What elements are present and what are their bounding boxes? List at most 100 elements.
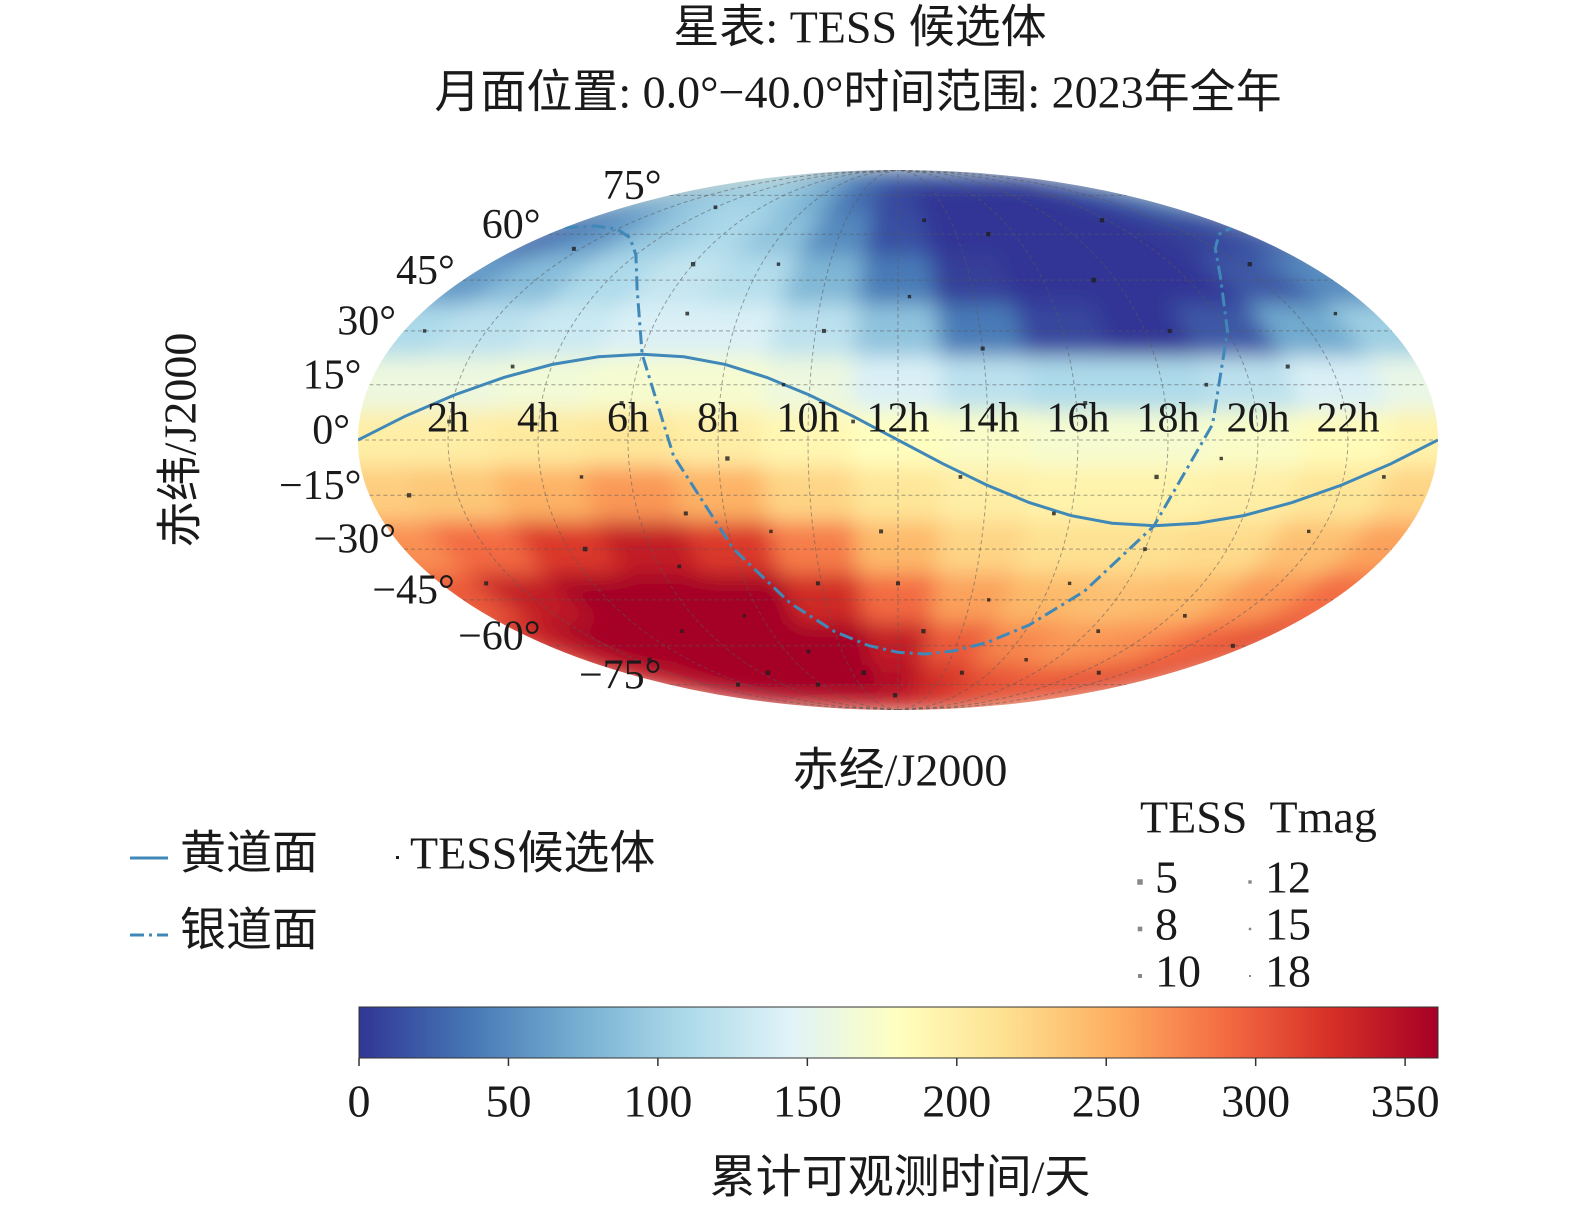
candidate-point [582, 546, 588, 552]
colorbar-tick-label: 250 [1072, 1076, 1141, 1127]
candidate-point [861, 670, 867, 676]
candidate-point [619, 401, 624, 406]
grid-line [537, 170, 899, 710]
size-legend-title: TESS Tmag [1140, 792, 1377, 843]
candidate-point [1167, 328, 1172, 333]
candidate-point [713, 205, 718, 210]
candidate-point [683, 511, 688, 516]
candidate-point [781, 383, 786, 387]
reference-line [564, 224, 1233, 656]
candidate-point [1230, 643, 1235, 648]
size-legend-marker [1137, 926, 1143, 932]
heat-cell [583, 466, 685, 524]
grid-line [897, 170, 1169, 710]
candidate-point [484, 581, 489, 586]
x-tick-label: 16h [1047, 396, 1110, 442]
candidate-point [579, 475, 584, 479]
colorbar-tick-label: 50 [485, 1076, 531, 1127]
candidate-point [892, 693, 898, 698]
x-tick-label: 14h [957, 396, 1020, 442]
reference-line [358, 352, 1438, 528]
chart-title: 星表: TESS 候选体 [673, 2, 1046, 53]
x-tick-label: 20h [1227, 396, 1290, 442]
candidate-point [1052, 511, 1056, 516]
heat-cell [863, 212, 933, 258]
candidates [406, 205, 1386, 698]
candidate-point [1067, 581, 1072, 586]
legend-label: 黄道面 [180, 828, 318, 879]
size-legend-label: 10 [1155, 946, 1201, 997]
candidate-point [986, 232, 991, 237]
candidate-point [1307, 529, 1311, 534]
candidate-point [851, 419, 855, 424]
candidate-point [1285, 364, 1290, 369]
candidate-point [1024, 658, 1028, 662]
candidate-point [821, 328, 826, 333]
candidate-point [725, 456, 730, 461]
size-legend-label: 5 [1155, 852, 1178, 903]
size-legend-marker [1137, 879, 1143, 885]
y-tick-label: 30° [337, 299, 396, 345]
size-legend-label: 12 [1265, 852, 1311, 903]
candidate-point [765, 670, 771, 675]
candidate-point [1143, 547, 1147, 551]
x-tick-label: 4h [517, 396, 559, 442]
y-axis-label: 赤纬/J2000 [155, 333, 206, 548]
legend-swatch [396, 856, 399, 859]
candidate-point [422, 329, 427, 333]
x-tick-label: 12h [867, 396, 930, 442]
colorbar-bar [358, 1006, 1439, 1059]
candidate-point [922, 218, 927, 223]
x-tick-label: 10h [777, 396, 840, 442]
candidate-point [815, 581, 820, 586]
size-legend-label: 8 [1155, 899, 1178, 950]
grid-line [807, 170, 899, 710]
colorbar: 0 50 100 150 200 250 300 350 [348, 1006, 1440, 1127]
candidate-point [921, 629, 926, 634]
graticule [358, 170, 1438, 710]
candidate-point [742, 614, 746, 618]
reference-lines [358, 224, 1438, 656]
candidate-point [510, 364, 515, 369]
x-axis-label: 赤经/J2000 [793, 745, 1008, 796]
candidate-point [447, 419, 451, 424]
colorbar-label: 累计可观测时间/天 [710, 1152, 1091, 1203]
colorbar-tick-label: 350 [1371, 1076, 1440, 1127]
grid-line [627, 170, 899, 710]
candidate-point [769, 529, 773, 534]
candidate-point [776, 262, 781, 266]
colorbar-tick-label: 0 [348, 1076, 371, 1127]
candidate-point [1083, 401, 1088, 406]
size-legend-label: 15 [1265, 899, 1311, 950]
chart-subtitle: 月面位置: 0.0°−40.0°时间范围: 2023年全年 [434, 67, 1281, 118]
candidate-point [879, 529, 884, 534]
candidate-point [959, 670, 964, 675]
y-tick-label: −60° [458, 613, 540, 659]
candidate-point [1183, 613, 1187, 618]
y-tick-label: 15° [303, 352, 362, 398]
candidate-point [406, 493, 412, 498]
colorbar-tick-label: 200 [922, 1076, 991, 1127]
size-legend-marker [1248, 880, 1252, 884]
x-tick-label: 6h [607, 396, 649, 442]
candidate-point [736, 682, 741, 687]
size-legend-marker [1138, 974, 1142, 978]
candidate-point [1382, 475, 1386, 479]
y-tick-label: 75° [603, 163, 662, 209]
x-tick-label: 2h [427, 396, 469, 442]
y-tick-label: −75° [579, 652, 661, 698]
heat-cell [1367, 466, 1438, 524]
y-tick-label: 0° [312, 408, 350, 454]
candidate-point [1091, 277, 1097, 283]
candidate-point [907, 294, 912, 299]
candidate-point [677, 564, 682, 569]
y-tick-label: −15° [279, 463, 361, 509]
y-tick-label: 60° [482, 202, 541, 248]
x-tick-label: 8h [697, 396, 739, 442]
size-legend-marker [1249, 975, 1251, 977]
candidate-point [1219, 456, 1223, 461]
candidate-point [571, 246, 576, 251]
